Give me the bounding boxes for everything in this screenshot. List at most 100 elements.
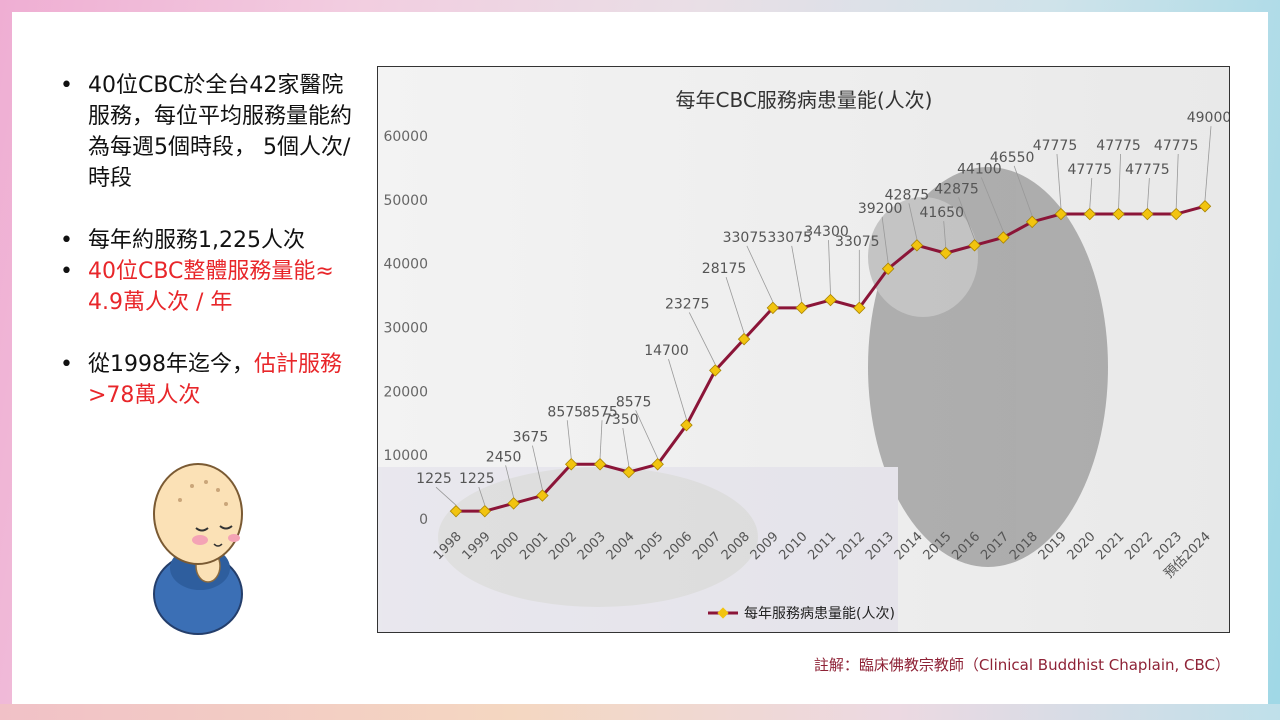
leader-line-13 bbox=[828, 240, 831, 295]
leader-line-8 bbox=[668, 359, 687, 420]
data-label-7: 8575 bbox=[616, 394, 652, 410]
data-point-25 bbox=[1169, 207, 1183, 221]
data-label-21: 47775 bbox=[1033, 138, 1078, 154]
bullet-service-capacity: 40位CBC於全台42家醫院服務，每位平均服務量能約為每週5個時段， 5個人次/… bbox=[58, 70, 358, 194]
footnote: 註解：臨床佛教宗教師（Clinical Buddhist Chaplain, C… bbox=[813, 656, 1230, 674]
leader-line-25 bbox=[1175, 154, 1179, 209]
y-tick-label-2: 20000 bbox=[383, 384, 428, 400]
legend-label: 每年服務病患量能(人次) bbox=[744, 606, 895, 622]
data-point-6 bbox=[622, 465, 636, 479]
y-tick-label-0: 0 bbox=[419, 512, 428, 528]
bullet-text-4a: 從1998年迄今， bbox=[88, 352, 254, 377]
leader-line-10 bbox=[725, 277, 745, 334]
leader-line-5 bbox=[599, 420, 603, 459]
y-tick-label-3: 30000 bbox=[383, 321, 428, 337]
leader-line-22 bbox=[1089, 178, 1093, 209]
leader-line-9 bbox=[688, 312, 716, 365]
data-label-23: 47775 bbox=[1096, 138, 1141, 154]
data-point-2 bbox=[507, 497, 520, 510]
data-label-25: 47775 bbox=[1154, 138, 1199, 154]
chart-legend: 每年服務病患量能(人次) bbox=[708, 606, 895, 622]
data-label-12: 33075 bbox=[767, 230, 812, 246]
legend-marker bbox=[717, 607, 729, 619]
leader-line-0 bbox=[435, 486, 457, 506]
leader-line-18 bbox=[958, 197, 975, 240]
data-point-4 bbox=[565, 458, 578, 471]
line-chart: 每年CBC服務病患量能(人次) 0 10000 20000 30000 40000 500… bbox=[378, 67, 1229, 632]
data-point-22 bbox=[1083, 207, 1096, 221]
data-point-9 bbox=[709, 364, 722, 377]
bullet-text-2: 每年約服務1,225人次 bbox=[88, 228, 305, 253]
data-point-15 bbox=[881, 262, 895, 275]
leader-line-16 bbox=[908, 203, 918, 240]
y-tick-label-1: 10000 bbox=[383, 448, 428, 464]
leader-line-20 bbox=[1013, 165, 1033, 216]
data-point-16 bbox=[910, 239, 924, 252]
data-label-17: 41650 bbox=[919, 205, 964, 221]
leader-line-23 bbox=[1118, 154, 1121, 209]
data-label-11: 33075 bbox=[723, 230, 768, 246]
data-point-11 bbox=[766, 301, 780, 315]
bullet-list: 40位CBC於全台42家醫院服務，每位平均服務量能約為每週5個時段， 5個人次/… bbox=[58, 70, 358, 411]
data-label-18: 42875 bbox=[934, 181, 979, 197]
data-point-21 bbox=[1054, 207, 1068, 221]
bullet-text-3: 40位CBC整體服務量能≈ 4.9萬人次 / 年 bbox=[88, 259, 334, 315]
data-label-6: 7350 bbox=[603, 412, 639, 428]
leader-line-12 bbox=[791, 245, 803, 302]
data-label-24: 47775 bbox=[1125, 162, 1170, 178]
data-label-2: 2450 bbox=[486, 449, 522, 465]
chart-title: 每年CBC服務病患量能(人次) bbox=[676, 88, 933, 112]
data-point-3 bbox=[536, 489, 549, 502]
data-point-20 bbox=[1025, 215, 1039, 229]
y-tick-label-5: 50000 bbox=[383, 193, 428, 209]
data-label-15: 39200 bbox=[858, 201, 903, 217]
data-label-4: 8575 bbox=[547, 404, 583, 420]
data-label-5: 8575 bbox=[582, 404, 618, 420]
y-tick-label-6: 60000 bbox=[383, 129, 428, 145]
series-markers bbox=[449, 199, 1212, 518]
data-point-1 bbox=[478, 504, 492, 518]
data-point-17 bbox=[939, 246, 952, 260]
data-label-22: 47775 bbox=[1067, 162, 1112, 178]
data-point-12 bbox=[795, 301, 808, 315]
leader-line-1 bbox=[478, 487, 486, 506]
data-label-19: 44100 bbox=[957, 161, 1002, 177]
data-point-14 bbox=[853, 301, 866, 315]
chart-container: 每年CBC服務病患量能(人次) 0 10000 20000 30000 40000 500… bbox=[377, 66, 1230, 633]
leader-line-3 bbox=[532, 445, 543, 490]
y-tick-label-4: 40000 bbox=[383, 257, 428, 273]
data-point-13 bbox=[824, 293, 837, 307]
data-label-0: 1225 bbox=[416, 471, 452, 487]
chart-background bbox=[378, 67, 1229, 632]
data-label-10: 28175 bbox=[702, 261, 747, 277]
leader-line-21 bbox=[1056, 154, 1062, 209]
data-label-14: 33075 bbox=[835, 234, 880, 250]
data-point-19 bbox=[997, 231, 1010, 244]
leader-line-6 bbox=[622, 428, 630, 467]
data-label-3: 3675 bbox=[513, 430, 549, 446]
bullet-cumulative: 從1998年迄今，估計服務 >78萬人次 bbox=[58, 349, 358, 411]
bullet-text-1: 40位CBC於全台42家醫院服務，每位平均服務量能約為每週5個時段， 5個人次/… bbox=[88, 73, 353, 191]
bullet-total-capacity: 40位CBC整體服務量能≈ 4.9萬人次 / 年 bbox=[58, 256, 358, 318]
data-label-leaders bbox=[435, 126, 1212, 506]
data-label-1: 1225 bbox=[459, 471, 495, 487]
data-point-0 bbox=[449, 504, 463, 518]
praying-monk-illustration bbox=[153, 463, 243, 635]
bullet-annual-per-cbc: 每年約服務1,225人次 bbox=[58, 225, 358, 256]
data-point-24 bbox=[1141, 207, 1154, 221]
data-label-9: 23275 bbox=[665, 296, 710, 312]
data-label-8: 14700 bbox=[644, 343, 689, 359]
leader-line-11 bbox=[746, 245, 774, 303]
leader-line-19 bbox=[980, 177, 1004, 232]
data-label-13: 34300 bbox=[804, 224, 849, 240]
bottom-band bbox=[0, 704, 1280, 720]
leader-line-7 bbox=[635, 410, 659, 459]
leader-line-4 bbox=[566, 420, 572, 459]
data-point-18 bbox=[968, 239, 981, 252]
leader-line-24 bbox=[1146, 178, 1150, 209]
data-point-10 bbox=[737, 332, 751, 346]
data-point-5 bbox=[593, 458, 607, 471]
data-point-7 bbox=[651, 458, 664, 471]
data-point-23 bbox=[1112, 207, 1125, 221]
